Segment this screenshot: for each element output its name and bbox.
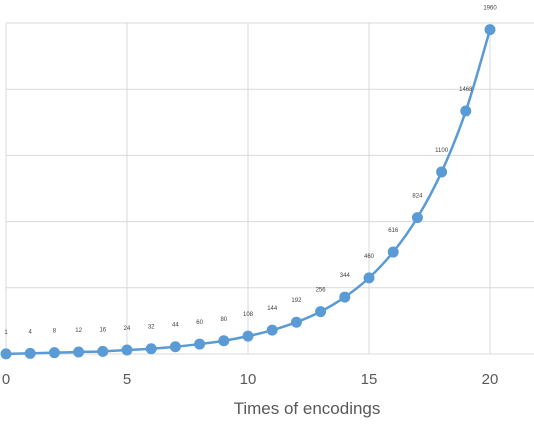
data-label: 12: [75, 328, 82, 334]
data-point: [169, 341, 181, 353]
data-label: 44: [172, 323, 179, 329]
data-label: 256: [316, 288, 327, 294]
data-label: 1960: [483, 6, 497, 12]
data-point: [24, 347, 36, 359]
data-point: [48, 347, 60, 359]
data-label: 108: [243, 312, 254, 318]
data-labels: 1 4 8 12 16 24 32 44 60 80 108 144 192 256 344 460 616 82…: [4, 6, 497, 336]
x-tick-label: 0: [2, 371, 10, 388]
data-point: [339, 291, 351, 303]
data-label: 24: [124, 326, 131, 332]
data-point: [121, 344, 133, 356]
data-label: 616: [388, 228, 399, 234]
x-tick-labels: 0 5 10 15 20: [2, 371, 499, 388]
data-point: [194, 338, 206, 350]
data-points: [0, 24, 496, 360]
data-point: [145, 343, 157, 355]
data-label: 460: [364, 254, 375, 260]
data-point: [73, 346, 85, 358]
x-tick-label: 10: [240, 371, 257, 388]
data-point: [363, 272, 375, 284]
data-label: 60: [196, 320, 203, 326]
data-label: 824: [412, 194, 423, 200]
data-label: 192: [291, 298, 302, 304]
data-point: [436, 166, 448, 178]
gridlines: [5, 22, 534, 355]
data-label: 144: [267, 306, 278, 312]
x-axis-title: Times of encodings: [234, 399, 381, 418]
data-label: 80: [220, 317, 227, 323]
data-point: [290, 316, 302, 328]
data-label: 344: [340, 273, 351, 279]
data-point: [266, 324, 278, 336]
data-label: 32: [148, 325, 155, 331]
data-label: 8: [53, 329, 57, 335]
data-point: [484, 24, 496, 36]
data-label: 1468: [459, 87, 473, 93]
data-point: [387, 246, 399, 258]
data-point: [218, 335, 230, 347]
data-point: [242, 330, 254, 342]
data-point: [411, 212, 423, 224]
data-point: [460, 105, 472, 117]
data-label: 16: [99, 327, 106, 333]
data-label: 4: [29, 329, 33, 335]
x-tick-label: 20: [482, 371, 499, 388]
data-label: 1100: [435, 148, 449, 154]
data-label: 1: [4, 330, 8, 336]
data-point: [315, 306, 327, 318]
data-point: [0, 348, 12, 360]
x-tick-label: 5: [123, 371, 131, 388]
x-tick-label: 15: [361, 371, 378, 388]
data-point: [97, 345, 109, 357]
